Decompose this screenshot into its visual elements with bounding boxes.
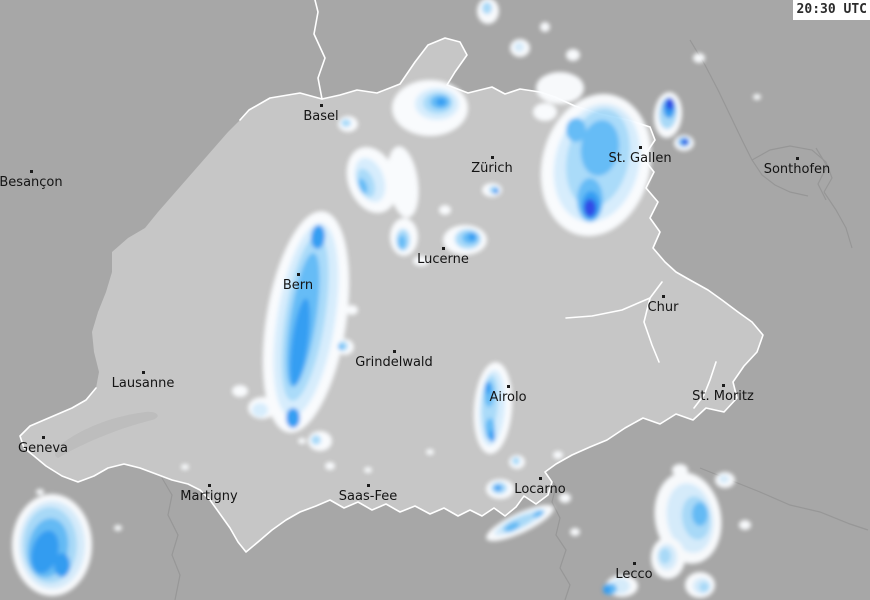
precipitation-cell	[659, 548, 671, 564]
precipitation-cell	[252, 403, 268, 417]
city-dot	[42, 436, 45, 439]
precipitation-cell	[566, 118, 586, 142]
precipitation-cell	[512, 457, 520, 465]
city-label: Sonthofen	[763, 162, 831, 177]
precipitation-cell	[289, 298, 311, 386]
precipitation-cell	[54, 553, 70, 577]
lake-geneva	[55, 411, 158, 458]
city-dot	[442, 247, 445, 250]
precipitation-cell	[36, 489, 44, 495]
precipitation-cell	[666, 98, 674, 110]
precipitation-cell	[540, 22, 550, 32]
precipitation-cell	[494, 485, 502, 491]
precipitation-cell	[338, 344, 344, 350]
city-label: Lausanne	[111, 376, 175, 391]
precipitation-cell	[532, 510, 544, 518]
city-dot	[507, 385, 510, 388]
city-label: St. Moritz	[692, 389, 754, 404]
precipitation-cell	[232, 385, 248, 397]
precipitation-cell	[31, 530, 59, 574]
precipitation-cell	[398, 235, 406, 249]
city-label: St. Gallen	[608, 151, 672, 166]
precipitation-cell	[426, 449, 434, 455]
precipitation-cell	[504, 522, 520, 532]
city-label: Zürich	[471, 161, 513, 176]
city-dot	[367, 484, 370, 487]
precipitation-cell	[485, 382, 491, 394]
city-dot	[393, 350, 396, 353]
city-label: Locarno	[514, 482, 566, 497]
precipitation-cell	[325, 462, 335, 470]
precipitation-cell	[436, 98, 446, 106]
precipitation-cell	[536, 72, 584, 104]
precipitation-cell	[584, 199, 596, 217]
precipitation-cell	[692, 502, 708, 526]
city-dot	[639, 146, 642, 149]
precipitation-cell	[181, 464, 189, 470]
precipitation-cell	[693, 53, 705, 63]
city-dot	[30, 170, 33, 173]
precipitation-cell	[514, 42, 524, 52]
city-dot	[297, 273, 300, 276]
precipitation-cell	[603, 586, 611, 594]
precipitation-cell	[489, 430, 495, 442]
city-dot	[208, 484, 211, 487]
precipitation-cell	[580, 120, 620, 176]
precipitation-cell	[482, 2, 492, 14]
precipitation-cell	[311, 435, 321, 445]
precipitation-cell	[699, 582, 709, 592]
city-label: Besançon	[0, 175, 63, 190]
precipitation-cell	[310, 225, 326, 249]
precipitation-cell	[298, 438, 306, 444]
city-dot	[491, 156, 494, 159]
precipitation-cell	[566, 49, 580, 61]
city-label: Bern	[282, 278, 314, 293]
precipitation-cell	[468, 233, 476, 241]
city-label: Martigny	[180, 489, 238, 504]
timestamp-badge: 20:30 UTC	[792, 0, 870, 20]
precipitation-cell	[439, 205, 451, 215]
city-dot	[320, 104, 323, 107]
precipitation-cell	[358, 178, 368, 194]
precipitation-cell	[682, 139, 688, 145]
precipitation-cell	[341, 119, 351, 127]
precipitation-cell	[364, 467, 372, 473]
city-label: Airolo	[489, 390, 527, 405]
city-label: Lecco	[615, 567, 653, 582]
precipitation-cell	[753, 94, 761, 100]
precipitation-cell	[413, 256, 429, 266]
region-borders	[161, 39, 869, 600]
city-label: Basel	[303, 109, 339, 124]
city-dot	[796, 157, 799, 160]
country-borders	[19, 0, 764, 553]
city-dot	[722, 384, 725, 387]
city-dot	[539, 477, 542, 480]
precipitation-cell	[739, 520, 751, 530]
city-dot	[142, 371, 145, 374]
precipitation-cell	[672, 464, 688, 476]
precipitation-cell	[719, 475, 729, 483]
precipitation-cell	[286, 408, 300, 428]
precipitation-cell	[570, 528, 580, 536]
city-dot	[633, 562, 636, 565]
precipitation-cell	[533, 103, 557, 121]
precipitation-cell	[387, 146, 419, 218]
city-label: Saas-Fee	[338, 489, 398, 504]
city-dot	[662, 295, 665, 298]
precipitation-cell	[114, 525, 122, 531]
precipitation-cell	[559, 493, 571, 503]
precipitation-cell	[493, 188, 499, 194]
city-label: Lucerne	[417, 252, 469, 267]
city-label: Grindelwald	[355, 355, 433, 370]
precipitation-cell	[346, 305, 358, 315]
city-label: Geneva	[18, 441, 68, 456]
precipitation-layer	[12, 0, 761, 598]
precipitation-cell	[553, 451, 563, 459]
city-label: Chur	[647, 300, 679, 315]
